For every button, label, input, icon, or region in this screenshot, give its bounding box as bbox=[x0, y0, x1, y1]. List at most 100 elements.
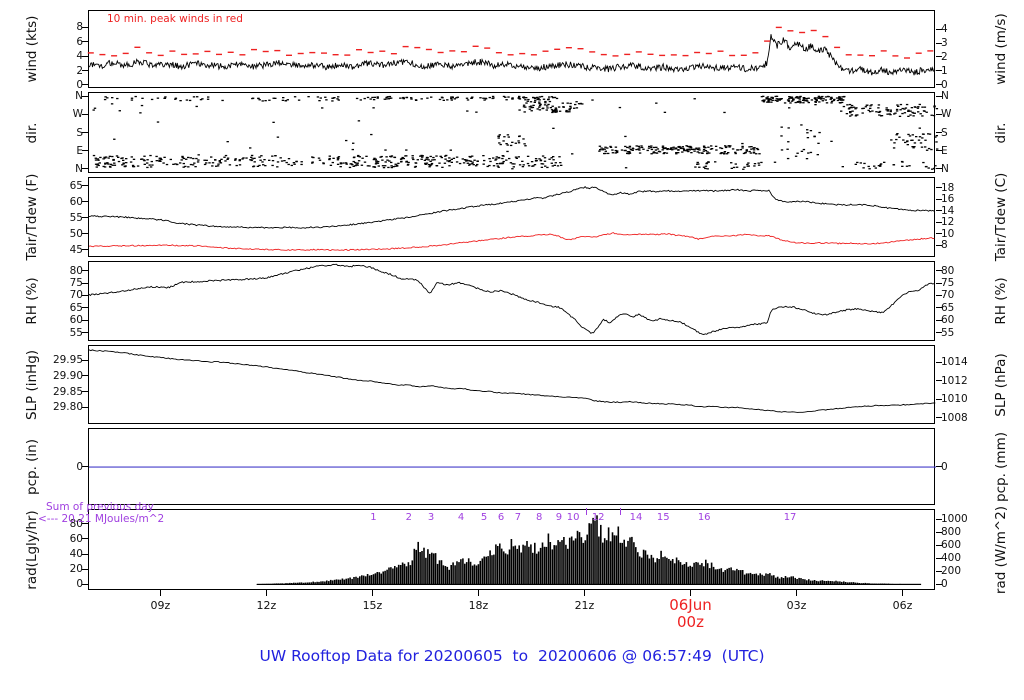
rad-bar bbox=[802, 579, 804, 585]
dir-dot bbox=[544, 102, 547, 104]
rad-bar bbox=[633, 542, 635, 585]
rad-bar bbox=[819, 580, 822, 585]
dir-dot bbox=[390, 165, 393, 167]
dir-dot bbox=[806, 137, 810, 139]
rad-bar bbox=[670, 560, 672, 585]
dir-dot bbox=[749, 152, 753, 154]
dir-dot bbox=[250, 159, 253, 162]
dir-dot bbox=[357, 160, 361, 162]
peak-dash bbox=[449, 50, 456, 52]
rad-bar bbox=[341, 578, 344, 585]
rad-bar bbox=[743, 574, 746, 585]
rad-bar bbox=[654, 562, 657, 585]
panel-slp bbox=[88, 345, 936, 424]
dir-dot bbox=[734, 163, 737, 165]
dir-dot bbox=[547, 98, 550, 100]
peak-dash bbox=[472, 45, 479, 47]
dir-dot bbox=[517, 142, 521, 144]
dir-dot bbox=[511, 97, 514, 99]
dir-dot bbox=[915, 136, 918, 138]
dir-dot bbox=[734, 151, 737, 153]
dir-dot bbox=[351, 164, 354, 166]
dir-dot bbox=[861, 107, 864, 110]
peak-dash bbox=[717, 50, 724, 52]
dir-dot bbox=[450, 158, 453, 160]
dir-dot bbox=[331, 100, 334, 102]
dir-dot bbox=[523, 111, 526, 113]
rad-bar bbox=[582, 542, 585, 585]
rad-bar bbox=[615, 535, 618, 585]
dir-dot bbox=[355, 97, 359, 100]
rad-bar bbox=[304, 582, 307, 585]
y-tick-label-left-rad: 60 bbox=[69, 532, 83, 545]
dir-dot bbox=[502, 160, 505, 163]
dir-dot bbox=[554, 111, 557, 113]
y-tick-label-left-wind: 0 bbox=[76, 78, 83, 91]
dir-dot bbox=[211, 162, 215, 164]
dir-dot bbox=[918, 127, 921, 129]
dir-dot bbox=[682, 147, 685, 150]
dir-dot bbox=[723, 111, 726, 114]
dir-dot bbox=[822, 98, 825, 100]
rad-bar bbox=[780, 577, 783, 585]
panel-wind-plot bbox=[87, 26, 936, 76]
dir-dot bbox=[807, 97, 810, 99]
dir-dot bbox=[285, 161, 288, 164]
rad-bar bbox=[691, 566, 693, 585]
peak-dash bbox=[99, 53, 106, 56]
rad-bar bbox=[397, 564, 400, 585]
y-tick-label-left-dir: W bbox=[72, 108, 83, 121]
dir-dot bbox=[922, 161, 925, 164]
dir-dot bbox=[103, 98, 107, 101]
peak-dash bbox=[740, 54, 747, 56]
mj-marker-label: 15 bbox=[656, 512, 670, 523]
dir-dot bbox=[909, 110, 912, 112]
dir-dot bbox=[830, 100, 834, 102]
dir-dot bbox=[666, 148, 669, 151]
dir-dot bbox=[554, 110, 557, 113]
dir-dot bbox=[841, 166, 844, 168]
dir-dot bbox=[495, 158, 498, 160]
rad-bar bbox=[592, 517, 594, 585]
rad-bar bbox=[551, 549, 554, 585]
dir-dot bbox=[894, 112, 897, 114]
dir-dot bbox=[895, 108, 899, 111]
rad-bar bbox=[862, 583, 864, 585]
rad-bar bbox=[664, 556, 666, 585]
rad-bar bbox=[839, 581, 841, 585]
dir-dot bbox=[369, 98, 372, 100]
dir-dot bbox=[221, 99, 224, 102]
dir-dot bbox=[124, 165, 127, 168]
dir-dot bbox=[883, 161, 886, 163]
y-tick-mark-left bbox=[82, 466, 88, 467]
dir-dot bbox=[794, 155, 798, 157]
dir-dot bbox=[571, 153, 574, 155]
dir-dot bbox=[118, 110, 121, 112]
dir-dot bbox=[830, 140, 833, 142]
dir-dot bbox=[802, 148, 806, 151]
dir-dot bbox=[806, 129, 809, 131]
dir-dot bbox=[268, 99, 271, 101]
dir-dot bbox=[912, 112, 915, 114]
dir-dot bbox=[694, 166, 697, 168]
rad-bar bbox=[448, 569, 450, 585]
dir-dot bbox=[892, 147, 896, 149]
dir-dot bbox=[802, 102, 805, 104]
dir-dot bbox=[818, 101, 821, 103]
rad-bar bbox=[808, 579, 810, 585]
dir-dot bbox=[549, 107, 553, 109]
dir-dot bbox=[317, 157, 321, 159]
rad-bar bbox=[625, 546, 627, 585]
dir-dot bbox=[603, 152, 606, 155]
dir-dot bbox=[677, 146, 680, 148]
rad-bar bbox=[347, 578, 349, 585]
dir-dot bbox=[696, 151, 699, 153]
dir-dot bbox=[732, 166, 736, 169]
dir-dot bbox=[462, 162, 466, 164]
dir-dot bbox=[757, 164, 761, 166]
rad-bar bbox=[520, 552, 522, 585]
dir-dot bbox=[337, 156, 341, 158]
dir-dot bbox=[663, 111, 667, 113]
dir-dot bbox=[750, 146, 753, 148]
rad-bar bbox=[697, 562, 699, 585]
